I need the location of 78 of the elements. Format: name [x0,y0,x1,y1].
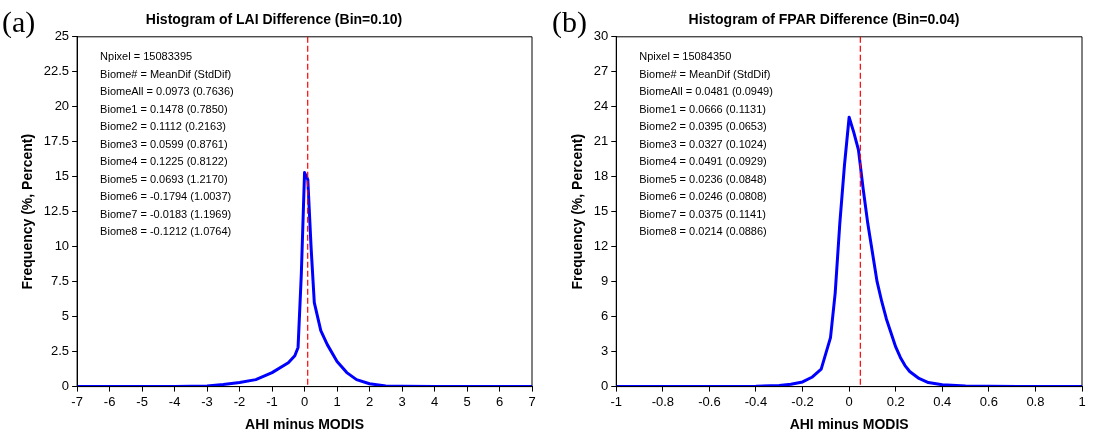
y-tick-label: 30 [593,28,609,44]
y-axis-title: Frequency (%, Percent) [569,133,586,290]
y-tick-label: 24 [593,98,609,114]
annotation: BiomeAll = 0.0481 (0.0949) [639,85,773,98]
y-tick-label: 2.5 [51,343,70,359]
annotation: Biome3 = 0.0599 (0.8761) [100,137,228,150]
x-tick-label: 5 [463,393,471,409]
annotation: Biome1 = 0.1478 (0.7850) [100,102,228,115]
annotation: Biome8 = -0.1212 (1.0764) [100,225,232,238]
x-axis-title: AHI minus MODIS [245,416,365,433]
x-axis-title: AHI minus MODIS [789,416,909,433]
x-tick-label: -6 [103,393,116,409]
x-tick-label: 0.8 [1026,393,1045,409]
annotation: Biome1 = 0.0666 (0.1131) [639,102,766,115]
x-tick-label: 0 [845,393,853,409]
x-tick-label: -0.2 [791,393,814,409]
text: (a) [2,5,36,39]
annotation: Biome6 = -0.1794 (1.0037) [100,190,232,203]
y-tick-label: 25 [54,28,70,44]
x-tick-label: 0.4 [933,393,952,409]
annotation: Biome3 = 0.0327 (0.1024) [639,137,767,150]
y-tick-label: 20 [54,98,70,114]
annotation: BiomeAll = 0.0973 (0.7636) [100,85,234,98]
y-tick-label: 12.5 [43,203,70,219]
x-tick-label: -0.4 [744,393,768,409]
text: (b) [552,5,587,39]
x-tick-label: -3 [201,393,213,409]
y-tick-label: 7.5 [51,273,70,289]
x-tick-label: 1 [1078,393,1086,409]
y-tick-label: 12 [593,238,609,254]
annotation: Biome# = MeanDif (StdDif) [100,67,232,80]
x-tick-label: -7 [71,393,83,409]
x-tick-label: 0.2 [886,393,905,409]
x-tick-label: -1 [266,393,278,409]
annotation: Biome6 = 0.0246 (0.0808) [639,190,767,203]
annotation: Npixel = 15083395 [100,50,193,63]
annotation: Npixel = 15084350 [639,50,732,63]
annotation: Biome2 = 0.0395 (0.0653) [639,120,767,133]
x-tick-label: 4 [430,393,439,409]
x-tick-label: -4 [168,393,181,409]
annotation: Biome4 = 0.1225 (0.8122) [100,155,228,168]
x-tick-label: -0.8 [651,393,675,409]
y-tick-label: 9 [601,273,609,289]
x-tick-label: 6 [495,393,504,409]
x-tick-label: 0.6 [979,393,998,409]
x-tick-label: 7 [528,393,536,409]
annotation: Biome# = MeanDif (StdDif) [639,67,771,80]
annotation: Biome7 = 0.0375 (0.1141) [639,207,766,220]
y-tick-label: 6 [601,308,609,324]
x-tick-label: -1 [610,393,623,409]
y-tick-label: 15 [54,168,70,184]
x-tick-label: 3 [398,393,406,409]
y-tick-label: 3 [601,343,609,359]
x-tick-label: 2 [365,393,374,409]
annotation: Biome4 = 0.0491 (0.0929) [639,155,767,168]
y-tick-label: 10 [54,238,70,254]
chart-title: Histogram of FPAR Difference (Bin=0.04) [688,11,960,28]
annotation: Biome5 = 0.0693 (1.2170) [100,172,228,185]
y-tick-label: 15 [593,203,609,219]
y-tick-label: 22.5 [43,63,70,79]
x-tick-label: -0.6 [698,393,721,409]
y-tick-label: 0 [61,378,70,394]
annotation: Biome8 = 0.0214 (0.0886) [639,225,767,238]
x-tick-label: 1 [333,393,341,409]
y-tick-label: 0 [601,378,609,394]
x-tick-label: -5 [136,393,148,409]
annotation: Biome7 = -0.0183 (1.1969) [100,207,232,220]
y-tick-label: 18 [593,168,609,184]
annotation: Biome5 = 0.0236 (0.0848) [639,172,767,185]
y-axis-title: Frequency (%, Percent) [19,133,36,290]
chart-title: Histogram of LAI Difference (Bin=0.10) [145,11,403,28]
y-tick-label: 27 [593,63,609,79]
y-tick-label: 5 [61,308,70,324]
annotation: Biome2 = 0.1112 (0.2163) [100,120,226,133]
y-tick-label: 17.5 [43,133,70,149]
x-tick-label: 0 [300,393,309,409]
y-tick-label: 21 [593,133,609,149]
x-tick-label: -2 [233,393,246,409]
